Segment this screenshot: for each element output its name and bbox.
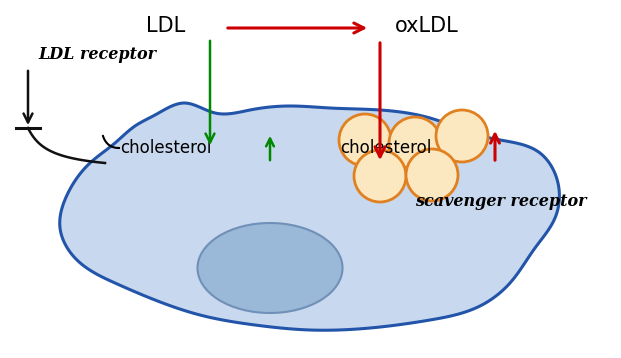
Text: scavenger receptor: scavenger receptor [415,193,586,210]
Text: LDL: LDL [146,16,185,36]
Circle shape [436,110,488,162]
Circle shape [354,150,406,202]
Circle shape [406,149,458,201]
Text: cholesterol: cholesterol [340,139,432,157]
Text: oxLDL: oxLDL [395,16,459,36]
Polygon shape [60,103,560,330]
Text: LDL receptor: LDL receptor [38,46,156,63]
Ellipse shape [197,223,343,313]
Circle shape [339,114,391,166]
Text: cholesterol: cholesterol [120,139,211,157]
Circle shape [389,117,441,169]
